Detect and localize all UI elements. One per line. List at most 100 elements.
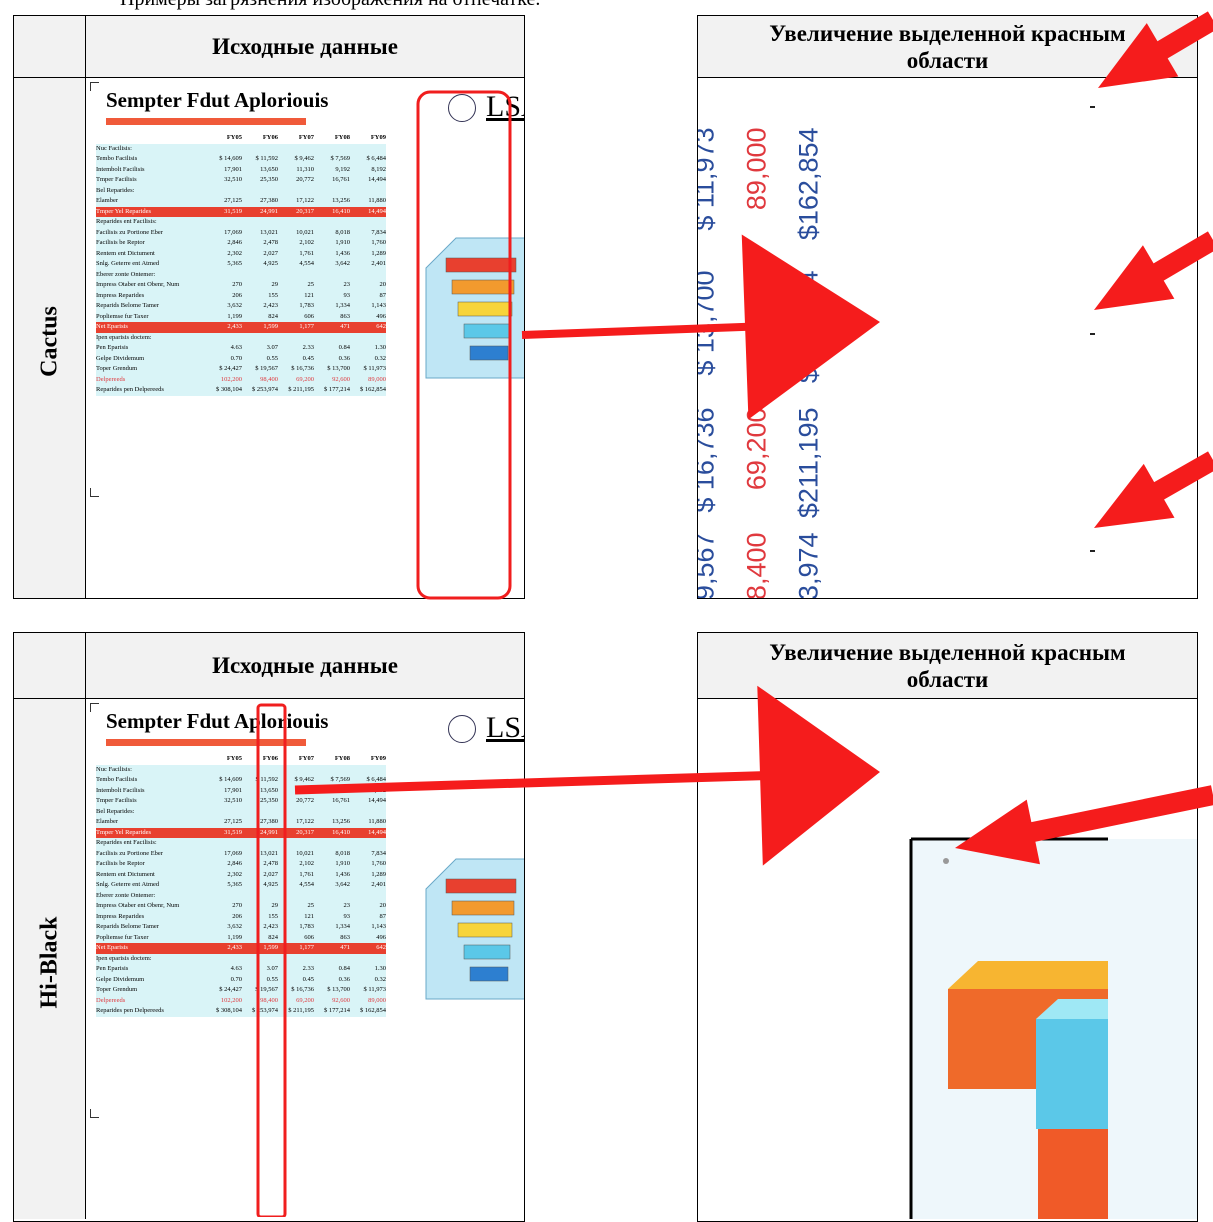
doc-row-label: Popliemse fur Taxer — [96, 933, 149, 941]
doc-cell: 3,632 — [227, 923, 242, 930]
doc-cell: 0.36 — [338, 975, 350, 983]
doc-cell: 7,834 — [371, 849, 386, 857]
doc-cell: 1,177 — [299, 944, 314, 951]
doc-cell: 1,436 — [335, 870, 350, 878]
doc-cell: 20,317 — [296, 207, 314, 215]
doc-row-label: Tmper Facilisis — [96, 797, 137, 804]
doc-cell: 2,302 — [227, 249, 242, 257]
doc-cell: 5,365 — [227, 260, 242, 267]
doc-row-label: Delpereeds — [96, 996, 126, 1004]
doc-cell: 2,846 — [227, 239, 242, 246]
doc-cell: 3.07 — [266, 965, 278, 972]
doc-row: Tembo Facilisis $ 14,609 $ 11,592 $ 9,462 $ … — [96, 775, 386, 786]
doc-cell: 606 — [304, 933, 314, 941]
doc-cell: 32,510 — [224, 797, 242, 804]
doc-row: Gelpe Dividemum 0.70 0.55 0.45 0.36 0.32 — [96, 354, 386, 365]
chart-block — [457, 922, 513, 938]
doc-cell: 1,199 — [227, 933, 242, 941]
doc-cell: $ 7,569 — [330, 776, 351, 783]
doc-row-label: Facilisis zu Portione Eber — [96, 849, 163, 857]
doc-row-label: Gelpe Dividemum — [96, 975, 145, 983]
doc-row: Eberer zonte Ontemer: — [96, 270, 386, 281]
doc-cell: $ 19,567 — [255, 365, 278, 372]
doc-cell: 93 — [343, 912, 351, 920]
doc-cell: 16,761 — [332, 176, 350, 183]
doc-cell: 24,991 — [260, 828, 278, 836]
doc-header-row: FY05 FY06 FY07 FY08 FY09 — [96, 133, 386, 144]
doc-cell: 31,519 — [224, 828, 242, 836]
doc-row-label: Eberer zonte Ontemer: — [96, 270, 156, 278]
doc-row: Reparides ent Facilisis: — [96, 217, 386, 228]
doc-cell: 27,380 — [260, 197, 278, 204]
doc-cell: 1,436 — [335, 249, 350, 257]
doc-cell: 17,122 — [296, 197, 314, 204]
doc-row: Pen Eparisis 4.63 3.07 2.33 0.84 1.30 — [96, 343, 386, 354]
doc-cell: 16,410 — [332, 828, 350, 836]
doc-row-label: Popliemse fur Taxer — [96, 312, 149, 320]
doc-cell: 102,200 — [220, 996, 242, 1004]
doc-cell: $ 253,974 — [252, 1007, 278, 1014]
doc-cell: 4.63 — [230, 344, 242, 351]
doc-row-label: Intembolt Facilisis — [96, 786, 145, 794]
doc-cell: 1,910 — [335, 239, 350, 246]
red-arrow — [294, 685, 881, 866]
doc-cell: 2,027 — [263, 870, 278, 878]
doc-cell: 98,400 — [260, 996, 278, 1004]
doc-row: Ipen eparisis doctem: — [96, 333, 386, 344]
doc-cell: 93 — [343, 291, 351, 299]
caption: Примеры загрязнения изображения на отпеч… — [120, 0, 540, 11]
doc-cell: 471 — [340, 323, 350, 330]
doc-cell: 0.32 — [374, 975, 386, 983]
doc-cell: 14,494 — [368, 207, 386, 215]
doc-cell: 3,642 — [335, 260, 350, 267]
doc-row: Rentem ent Dictument 2,302 2,027 1,761 1,436… — [96, 249, 386, 260]
doc-row: Impress Reparides 206 155 121 93 87 — [96, 291, 386, 302]
doc-row: Elamber 27,125 27,380 17,122 13,256 11,880 — [96, 817, 386, 828]
doc-row-label: Rentem ent Dictument — [96, 870, 155, 878]
doc-cell: $ 211,195 — [288, 1007, 314, 1014]
doc-cell: 20 — [379, 281, 387, 288]
doc-cell: $ 14,609 — [219, 776, 242, 783]
doc-cell: 17,901 — [224, 165, 242, 173]
doc-row-label: Impress Otaber ent Obenr, Num — [96, 281, 180, 288]
corner-cell — [14, 633, 86, 699]
doc-cell: $ 162,854 — [360, 1007, 386, 1014]
doc-row-label: Reparids Belome Tamer — [96, 302, 159, 309]
doc-row: Bel Reparides: — [96, 186, 386, 197]
doc-row: Delpereeds 102,200 98,400 69,200 92,600 89,00… — [96, 375, 386, 386]
doc-cell: 3,632 — [227, 302, 242, 309]
crop-mark — [90, 488, 99, 497]
doc-cell: 1,334 — [335, 923, 350, 930]
doc-cell: 0.70 — [230, 354, 242, 362]
doc-col-head: FY07 — [298, 755, 314, 762]
highlight-box — [256, 703, 287, 1217]
doc-row-label: Impress Reparides — [96, 912, 145, 920]
red-arrow — [1094, 451, 1213, 528]
doc-cell: 4,925 — [263, 881, 278, 888]
source-table: Исходные данные Hi-Black Sempter Fdut Ap… — [13, 632, 525, 1222]
doc-row-label: Net Eparisis — [96, 323, 128, 330]
doc-cell: 121 — [304, 912, 314, 920]
doc-cell: 2,027 — [263, 249, 278, 257]
doc-cell: $ 11,592 — [255, 155, 278, 162]
doc-cell: 27,125 — [224, 197, 242, 204]
label-cell: Hi-Black — [14, 699, 86, 1219]
doc-cell: 3,642 — [335, 881, 350, 888]
doc-cell: 87 — [379, 291, 387, 299]
red-arrow — [521, 234, 880, 420]
doc-cell: $ 308,104 — [216, 1007, 242, 1014]
crop-mark — [90, 1109, 99, 1118]
doc-row-label: Tmper Yel Reparides — [96, 207, 152, 215]
doc-cell: 863 — [340, 933, 350, 941]
doc-cell: 3.07 — [266, 344, 278, 351]
doc-row-label: Tembo Facilisis — [96, 155, 138, 162]
chart-block — [469, 345, 509, 361]
doc-cell: 1,599 — [263, 944, 278, 951]
doc-row: Net Eparisis 2,433 1,599 1,177 471 642 — [96, 322, 386, 333]
doc-cell: $ 9,462 — [294, 155, 315, 162]
corner-cell — [14, 16, 86, 78]
doc-cell: 642 — [376, 323, 386, 330]
doc-cell: 20 — [379, 902, 387, 909]
doc-cell: 2,401 — [371, 260, 386, 267]
